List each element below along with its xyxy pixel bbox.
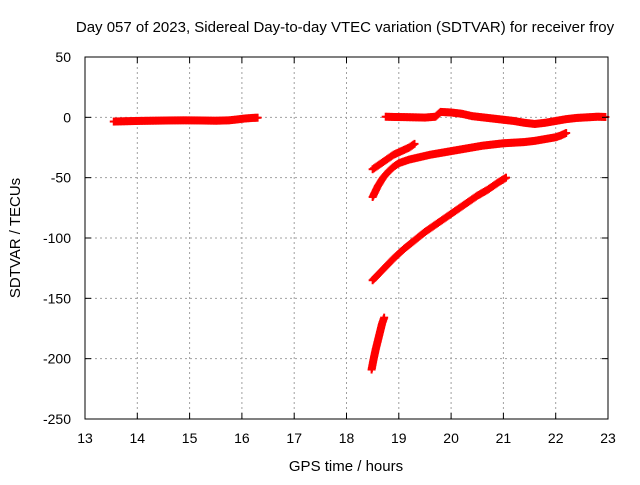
data-series-2 [381,107,610,128]
x-tick-label: 23 [600,430,616,446]
data-series-6 [367,313,389,374]
x-tick-label: 20 [443,430,459,446]
x-tick-label: 13 [77,430,93,446]
y-tick-label: -150 [43,290,71,306]
data-series-5 [368,173,511,285]
data-series-3 [368,139,419,174]
y-tick-label: -100 [43,230,71,246]
x-tick-label: 21 [496,430,512,446]
axis-ticks: 13 14 15 16 17 18 19 20 21 22 23 50 0 -50 -100 -150 -200… [43,49,616,446]
data-points [109,107,610,374]
y-axis-label: SDTVAR / TECUs [7,178,24,298]
data-series-4 [368,129,571,201]
y-tick-label: -250 [43,411,71,427]
y-tick-label: 0 [63,109,71,125]
x-axis-label: GPS time / hours [289,458,403,475]
chart-title: Day 057 of 2023, Sidereal Day-to-day VTE… [76,19,615,36]
y-tick-label: 50 [55,49,71,65]
x-tick-label: 19 [391,430,407,446]
x-tick-label: 16 [234,430,250,446]
x-tick-label: 18 [339,430,355,446]
x-tick-label: 17 [286,430,302,446]
y-tick-label: -200 [43,351,71,367]
x-tick-label: 22 [548,430,564,446]
x-tick-label: 14 [130,430,146,446]
x-tick-label: 15 [182,430,198,446]
data-series-1 [109,113,262,126]
y-tick-label: -50 [51,170,71,186]
